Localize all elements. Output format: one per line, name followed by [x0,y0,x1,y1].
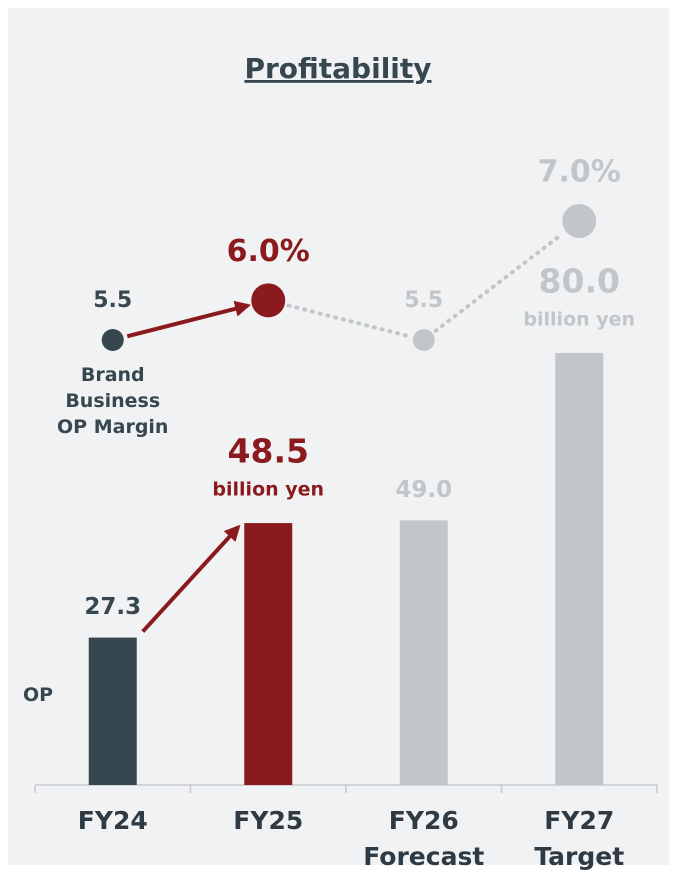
line-point [251,283,286,318]
x-tick-label: FY24 [77,806,148,835]
line-point [412,329,435,351]
line-segment [286,303,412,339]
bar [399,520,448,785]
bar-unit-label: billion yen [523,309,635,331]
bar-value-label: 80.0 [539,262,620,301]
bar-unit-label: billion yen [212,479,324,501]
bar-growth-arrow [141,524,241,633]
line-value-label: 5.5 [404,288,443,313]
chart: Profitability 27.3 billion yen 48.5 49.0 bil… [34,52,658,793]
bar [244,523,293,785]
bar-value-label: 48.5 [228,432,309,471]
line-segment [433,231,565,333]
line-segment [126,300,252,339]
chart-title: Profitability [244,52,431,85]
line-point [101,329,124,351]
line-value-label: 6.0% [227,234,310,269]
series-name: Brand Business OP Margin [57,364,169,438]
line-value-label: 5.5 [93,288,132,313]
line-value-label: 7.0% [538,155,621,190]
series-name: OP [22,684,54,706]
x-tick-label: FY26 Forecast [363,806,485,871]
bar-value-label: 27.3 [84,594,141,620]
bar [88,637,137,785]
bar-value-label: 49.0 [395,477,452,503]
x-tick-label: FY25 [233,806,304,835]
x-tick-label: FY27 Target [534,806,625,871]
bar [555,353,604,785]
line-point [562,204,597,238]
chart-card: Profitability 27.3 billion yen 48.5 49.0 bil… [8,8,669,871]
